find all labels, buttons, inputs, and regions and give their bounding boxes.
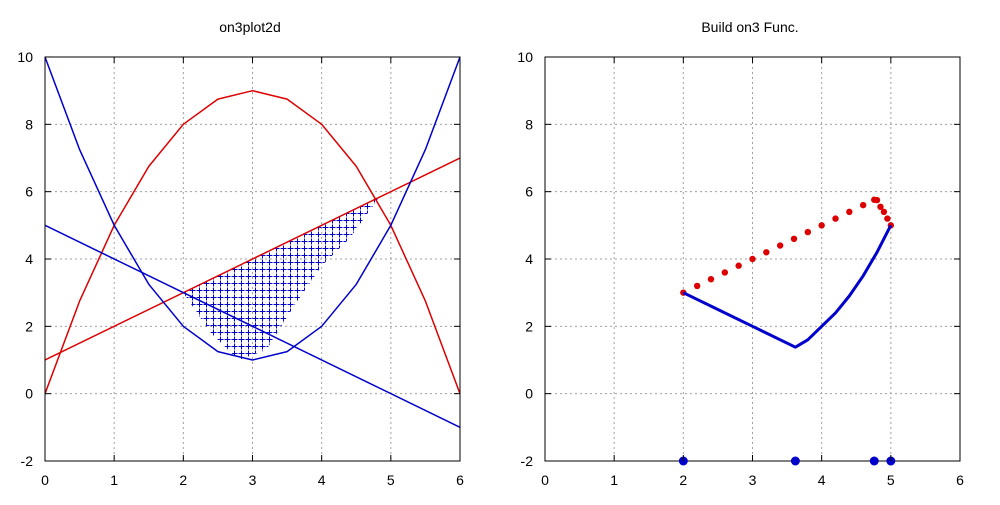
x-tick-label: 2: [679, 472, 687, 488]
x-tick-label: 0: [541, 472, 549, 488]
y-tick-label: 6: [25, 184, 33, 200]
chart-right-series: [680, 196, 895, 349]
x-tick-label: 2: [179, 472, 187, 488]
chart-right-title: Build on3 Func.: [701, 19, 798, 35]
chart-left-hatched-region: [183, 191, 391, 360]
y-tick-label: -2: [21, 453, 34, 469]
x-tick-label: 3: [749, 472, 757, 488]
series-0-point: [693, 282, 701, 290]
series-0-point: [873, 196, 881, 204]
series-0-line: [45, 157, 460, 361]
series-0-point: [859, 201, 867, 209]
x-tick-label: 4: [818, 472, 826, 488]
x-tick-label: 5: [387, 472, 395, 488]
y-tick-label: 0: [25, 386, 33, 402]
series-0-point: [818, 222, 825, 229]
series-0-point: [707, 276, 715, 283]
series-0-point: [790, 235, 798, 242]
y-tick-label: 8: [525, 116, 533, 132]
chart-left-series: [45, 57, 460, 428]
y-tick-label: 4: [25, 251, 33, 267]
y-tick-label: 4: [525, 251, 533, 267]
series-0-point: [884, 215, 891, 222]
series-0-point: [721, 269, 729, 276]
x-tick-label: 6: [956, 472, 964, 488]
x-tick-label: 0: [41, 472, 49, 488]
series-2-marker: [790, 456, 800, 466]
y-tick-label: 8: [25, 116, 33, 132]
y-tick-label: -2: [521, 453, 534, 469]
y-tick-label: 6: [525, 184, 533, 200]
series-0-point: [776, 242, 784, 249]
chart-left-y-ticks: -2 0 2 4 6 8 10: [17, 49, 460, 469]
series-1-line: [682, 224, 893, 349]
y-tick-label: 10: [17, 49, 33, 65]
chart-left: on3plot2d 0 1 2 3 4 5 6 -2 0 2 4 6 8 10: [17, 19, 464, 488]
series-2-marker: [869, 456, 879, 466]
series-0-point: [832, 215, 839, 222]
y-tick-label: 2: [25, 318, 33, 334]
x-tick-label: 6: [456, 472, 464, 488]
x-tick-label: 4: [318, 472, 326, 488]
chart-right-y-ticks: -2 0 2 4 6 8 10: [517, 49, 960, 469]
series-2-line: [45, 224, 460, 428]
x-tick-label: 1: [110, 472, 118, 488]
series-3-line: [45, 57, 460, 361]
y-tick-label: 0: [525, 386, 533, 402]
series-0-point: [846, 208, 853, 216]
chart-right: Build on3 Func. 0 1 2 3 4 5 6 -2 0 2 4 6 8 10: [517, 19, 964, 488]
hatched-region: [183, 191, 391, 360]
series-0-point: [880, 208, 888, 216]
chart-right-x-ticks: 0 1 2 3 4 5 6: [541, 57, 964, 488]
series-0-point: [877, 203, 884, 211]
x-tick-label: 5: [887, 472, 895, 488]
chart-left-x-ticks: 0 1 2 3 4 5 6: [41, 57, 464, 488]
x-tick-label: 3: [249, 472, 257, 488]
y-tick-label: 10: [517, 49, 533, 65]
series-0-point: [735, 262, 742, 269]
x-tick-label: 1: [610, 472, 618, 488]
series-0-point: [804, 228, 812, 236]
series-0-point: [763, 249, 770, 256]
series-0-point: [749, 255, 756, 263]
chart-left-title: on3plot2d: [219, 19, 281, 35]
y-tick-label: 2: [525, 318, 533, 334]
